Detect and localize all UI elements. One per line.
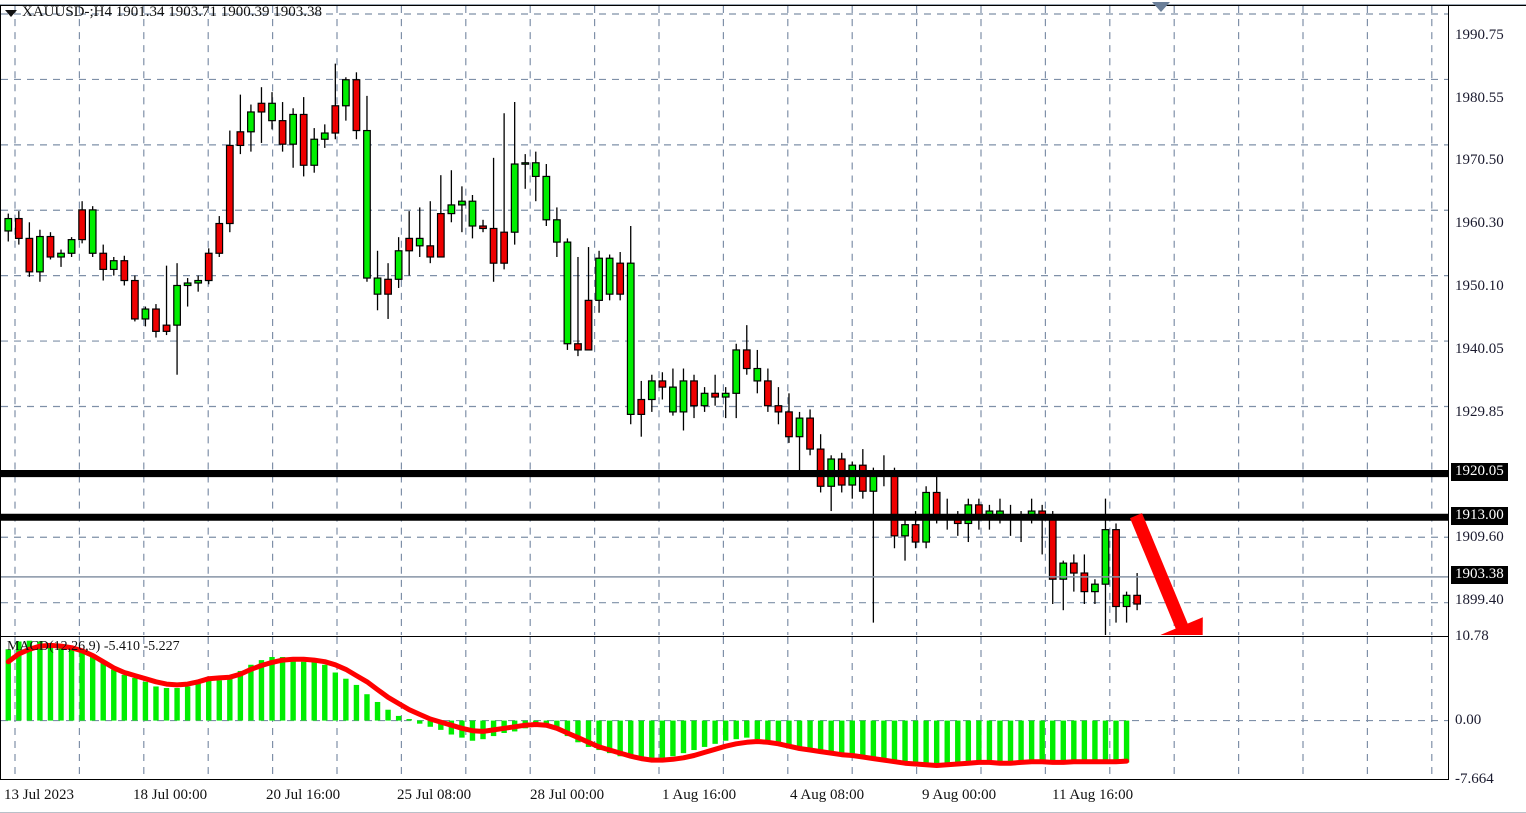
toolbar-strip [0,0,1526,5]
price-axis[interactable]: 1990.75 1980.55 1970.50 1960.30 1950.10 1940.… [1449,5,1526,787]
date-tick-label: 28 Jul 00:00 [530,787,605,803]
price-level-badge[interactable]: 1913.00 [1451,506,1508,525]
price-tick-label: 1909.60 [1455,528,1504,545]
price-tick-label: 1970.50 [1455,152,1504,169]
candlestick-series [1,63,1448,635]
date-tick-label: 20 Jul 16:00 [266,787,341,803]
price-gridlines [1,6,1448,635]
macd-series [5,640,1130,768]
date-tick-label: 4 Aug 08:00 [790,787,865,803]
price-tick-label: 1960.30 [1455,215,1504,232]
price-tick-label: 1950.10 [1455,278,1504,295]
macd-gridlines [1,637,1448,780]
price-tick-label: 1899.40 [1455,591,1504,608]
price-level-badge[interactable]: 1903.38 [1451,566,1508,585]
symbol-ohlc-header: XAUUSD-;H4 1901.34 1903.71 1900.39 1903.… [22,4,322,20]
macd-pane[interactable]: MACD(12,26,9) -5.410 -5.227 [1,636,1448,780]
macd-tick-label: -7.664 [1455,771,1494,787]
macd-tick-label: 0.00 [1455,711,1482,728]
price-level-badge[interactable]: 1920.05 [1451,463,1508,482]
triangle-down-marker-icon [1152,2,1170,12]
price-tick-label: 1980.55 [1455,90,1504,107]
date-tick-label: 1 Aug 16:00 [662,787,737,803]
price-tick-label: 1990.75 [1455,27,1504,44]
macd-tick-label: 10.78 [1455,628,1489,644]
date-tick-label: 11 Aug 16:00 [1052,787,1134,803]
price-tick-label: 1929.85 [1455,403,1504,420]
triangle-down-icon[interactable] [5,10,17,17]
price-pane[interactable] [1,6,1448,635]
date-tick-label: 9 Aug 00:00 [922,787,997,803]
macd-indicator-label: MACD(12,26,9) -5.410 -5.227 [7,639,180,654]
price-tick-label: 1940.05 [1455,340,1504,357]
date-axis[interactable]: 13 Jul 2023 18 Jul 00:00 20 Jul 16:00 25 Ju… [0,781,1449,813]
date-tick-label: 25 Jul 08:00 [397,787,472,803]
chart-frame[interactable]: MACD(12,26,9) -5.410 -5.227 [0,5,1449,780]
date-tick-label: 18 Jul 00:00 [133,787,208,803]
date-tick-label: 13 Jul 2023 [4,787,75,803]
